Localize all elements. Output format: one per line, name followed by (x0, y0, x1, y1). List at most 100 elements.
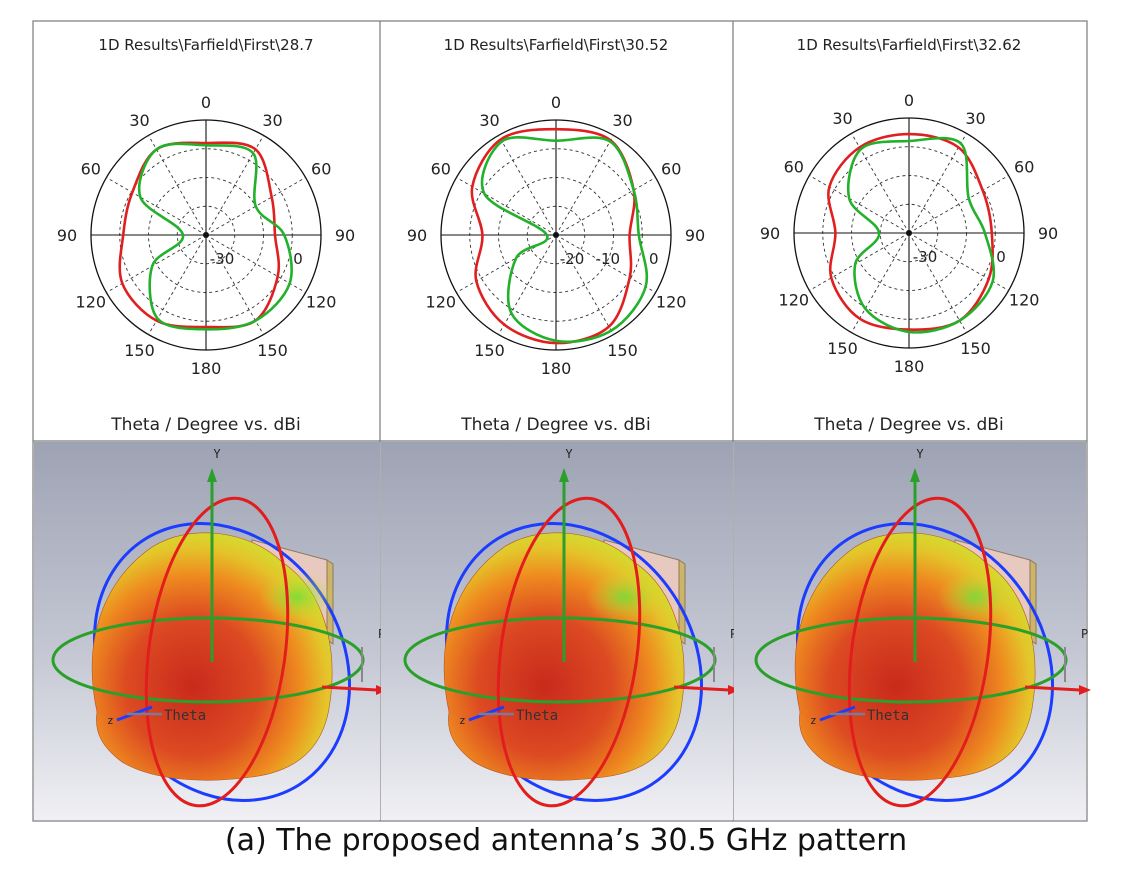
polar-angle-label: 0 (201, 93, 211, 112)
polar-spoke (456, 177, 557, 236)
polar-spoke (555, 177, 656, 236)
polar-grid-ring (148, 177, 264, 293)
polar-angle-label: 60 (81, 160, 101, 179)
polar-angle-label: 120 (76, 293, 107, 312)
polar-grid-ring (176, 205, 236, 265)
polar-spoke (851, 232, 910, 333)
polar-radial-label: -30 (210, 250, 235, 268)
polar-spoke (851, 133, 910, 234)
polar-center (906, 230, 912, 236)
polar-title: 1D Results\Farfield\First\28.7 (98, 36, 313, 54)
polar-title: 1D Results\Farfield\First\32.62 (797, 36, 1022, 54)
polar-angle-label: 120 (779, 291, 810, 310)
polar-spoke (106, 234, 207, 293)
polar-outer-ring (440, 119, 672, 351)
theta-axis-label: Theta (867, 708, 909, 724)
polar-spoke (555, 135, 614, 236)
pattern-null-highlight (586, 571, 662, 623)
y-axis-label: Y (565, 447, 573, 461)
pattern-panels: YPzThetaYPzThetaYPzTheta (34, 442, 1091, 820)
polar-radial-label: -20 (560, 250, 585, 268)
polar-angle-label: 0 (904, 91, 914, 110)
polar-chart-1: 1D Results\Farfield\First\28.7 0 30 60 90 120… (57, 36, 355, 435)
y-axis-arrow-icon (559, 468, 569, 482)
polar-spoke (498, 234, 557, 335)
polar-radial-label: 0 (996, 248, 1006, 266)
polar-center (553, 232, 559, 238)
polar-spoke (106, 177, 207, 236)
polar-radial-label: -30 (913, 248, 938, 266)
theta-axis-label: Theta (164, 708, 206, 724)
polar-radial-label: -10 (596, 250, 621, 268)
polar-grid-ring (119, 148, 293, 322)
y-axis-label: Y (916, 447, 924, 461)
polar-angle-label: 30 (832, 109, 852, 128)
polar-grid-ring (526, 205, 586, 265)
polar-grid-ring (498, 177, 614, 293)
polar-angle-label: 30 (965, 109, 985, 128)
polar-spoke (908, 133, 967, 234)
polar-angle-label: 30 (262, 111, 282, 130)
antenna-plate-edge (1029, 559, 1037, 645)
polar-spoke (205, 177, 306, 236)
coordinate-ring-red (144, 496, 290, 808)
polar-angle-label: 90 (57, 226, 77, 245)
polar-angle-label: 30 (479, 111, 499, 130)
polar-angle-label: 150 (607, 341, 638, 360)
polar-angle-label: 90 (407, 226, 427, 245)
polar-angle-label: 90 (1038, 224, 1058, 243)
polar-title: 1D Results\Farfield\First\30.52 (444, 36, 669, 54)
y-axis-arrow-icon (207, 468, 217, 482)
theta-axis-label: Theta (516, 708, 558, 724)
coordinate-ring-red (496, 496, 642, 808)
polar-spoke (205, 234, 306, 293)
polar-chart-3: 1D Results\Farfield\First\32.62 0 30 60 90 12… (760, 36, 1058, 435)
polar-angle-label: 90 (685, 226, 705, 245)
polar-spoke (555, 234, 614, 335)
figure-frame (32, 20, 1088, 822)
polar-angle-label: 60 (1014, 158, 1034, 177)
polar-spoke (555, 234, 656, 293)
polar-angle-label: 0 (551, 93, 561, 112)
polar-angle-label: 180 (191, 359, 222, 378)
polar-spoke (205, 234, 264, 335)
polar-angle-label: 120 (656, 293, 687, 312)
polar-angle-label: 150 (827, 339, 858, 358)
polar-series-red (827, 132, 994, 331)
polar-angle-label: 60 (311, 160, 331, 179)
polar-spoke (908, 232, 967, 333)
polar-series-red (470, 127, 636, 345)
figure-caption: (a) The proposed antenna’s 30.5 GHz patt… (224, 823, 908, 858)
pattern-panel-3: Y Pz Theta (734, 442, 1091, 820)
polar-spoke (908, 175, 1009, 234)
polar-xlabel: Theta / Degree vs. dBi (460, 415, 650, 435)
z-axis-label: z (107, 714, 114, 727)
polar-spoke (498, 135, 557, 236)
x-axis-line (321, 685, 378, 692)
polar-angle-label: 90 (335, 226, 355, 245)
polar-series-green (847, 136, 996, 334)
polar-grid-ring (879, 203, 939, 263)
polar-series-red (118, 141, 281, 329)
polar-spoke (148, 234, 207, 335)
polar-angle-label: 150 (960, 339, 991, 358)
x-axis-line (673, 685, 730, 692)
polar-xlabel: Theta / Degree vs. dBi (813, 415, 1003, 435)
y-axis-arrow-icon (910, 468, 920, 482)
polar-outer-ring (793, 117, 1025, 349)
polar-grid-ring (851, 175, 967, 291)
polar-angle-label: 60 (784, 158, 804, 177)
polar-angle-label: 150 (124, 341, 155, 360)
phi-axis-label: P (1081, 627, 1088, 641)
polar-angle-label: 180 (541, 359, 572, 378)
phi-axis-label: P (730, 627, 737, 641)
polar-angle-label: 90 (760, 224, 780, 243)
polar-center (203, 232, 209, 238)
coordinate-ring-red (847, 496, 993, 808)
polar-grid-ring (469, 148, 643, 322)
x-axis-line (1024, 685, 1081, 692)
polar-xlabel: Theta / Degree vs. dBi (110, 415, 300, 435)
polar-angle-label: 150 (257, 341, 288, 360)
polar-spoke (809, 175, 910, 234)
x-axis-arrow-icon (1079, 685, 1091, 695)
